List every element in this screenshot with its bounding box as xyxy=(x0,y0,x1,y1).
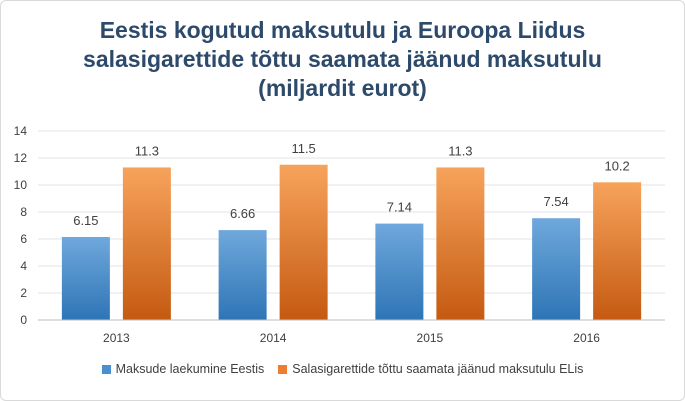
legend-label-series-1: Maksude laekumine Eestis xyxy=(115,362,265,376)
data-label: 11.5 xyxy=(291,141,315,156)
bar-lost-revenue-2015 xyxy=(436,167,485,320)
chart-title-line-1: Eestis kogutud maksutulu ja Euroopa Liid… xyxy=(99,17,586,43)
data-label: 10.2 xyxy=(604,158,629,173)
bar-lost-revenue-2014 xyxy=(279,164,328,320)
data-label: 11.3 xyxy=(448,143,472,158)
data-label: 7.14 xyxy=(387,200,412,215)
chart-title-line-3: (miljardit eurot) xyxy=(258,75,427,101)
bar-lost-revenue-2016 xyxy=(593,182,642,320)
x-tick-label: 2014 xyxy=(260,331,287,345)
y-tick-label: 6 xyxy=(20,232,27,246)
chart-title: Eestis kogutud maksutulu ja Euroopa Liid… xyxy=(0,16,685,103)
data-label: 6.15 xyxy=(73,213,98,228)
y-tick-label: 8 xyxy=(20,205,27,219)
legend: Maksude laekumine Eestis Salasigarettide… xyxy=(0,362,685,376)
y-tick-label: 4 xyxy=(20,259,27,273)
chart-title-line-2: salasigarettide tõttu saamata jäänud mak… xyxy=(83,46,602,72)
data-label: 7.54 xyxy=(543,194,568,209)
legend-swatch-blue xyxy=(101,364,111,374)
bar-lost-revenue-2013 xyxy=(122,167,171,320)
legend-swatch-orange xyxy=(278,364,288,374)
y-tick-label: 12 xyxy=(14,151,28,165)
bar-tax-revenue-2015 xyxy=(375,223,424,320)
y-tick-label: 10 xyxy=(14,178,28,192)
bar-tax-revenue-2013 xyxy=(61,236,110,320)
bar-tax-revenue-2014 xyxy=(218,230,267,320)
legend-item-series-1: Maksude laekumine Eestis xyxy=(101,362,265,376)
data-label: 11.3 xyxy=(135,143,159,158)
x-tick-label: 2015 xyxy=(417,331,444,345)
legend-item-series-2: Salasigarettide tõttu saamata jäänud mak… xyxy=(278,362,583,376)
legend-label-series-2: Salasigarettide tõttu saamata jäänud mak… xyxy=(292,362,584,376)
y-tick-label: 0 xyxy=(20,313,27,327)
bar-tax-revenue-2016 xyxy=(532,218,581,320)
x-tick-label: 2016 xyxy=(573,331,600,345)
y-tick-label: 14 xyxy=(14,124,28,138)
y-tick-label: 2 xyxy=(20,286,27,300)
x-tick-label: 2013 xyxy=(103,331,130,345)
data-label: 6.66 xyxy=(230,206,255,221)
